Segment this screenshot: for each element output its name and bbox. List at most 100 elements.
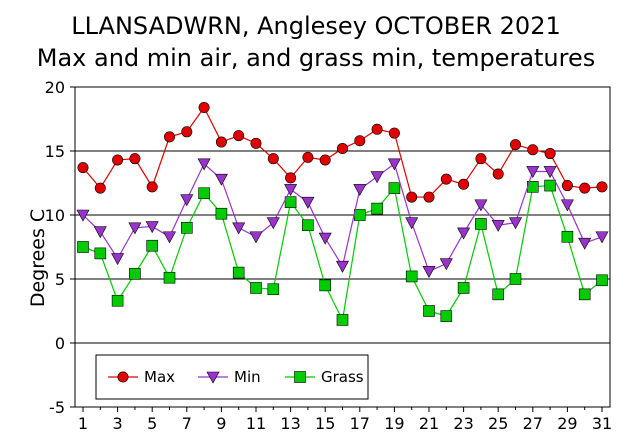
min-point [162,231,177,244]
grass-point [353,209,366,221]
x-axis-ticks: 1 3 5 7 9 11 13 15 17 19 21 23 25 27 29 31 [78,407,612,433]
x-tick-label: 13 [280,414,300,433]
max-point [561,180,573,192]
chart-title: LLANSADWRN, Anglesey OCTOBER 2021 [71,12,560,40]
max-point [77,162,89,174]
min-point [128,222,142,235]
grass-point [215,207,228,220]
max-point [423,191,435,203]
x-tick-label: 7 [182,414,192,433]
min-point [578,237,592,250]
grass-point [94,247,107,260]
x-tick-label: 1 [78,414,88,433]
series-min [76,158,609,278]
grass-point [423,305,435,317]
legend: Max Min Grass [95,354,369,400]
min-point [422,266,436,278]
x-tick-label: 9 [216,414,226,433]
min-point [145,221,159,234]
max-point [475,153,487,165]
max-point [94,182,106,194]
max-point [198,101,210,113]
min-point [474,199,488,212]
max-point [233,130,245,142]
min-point [335,260,350,273]
x-tick-label: 29 [557,414,577,433]
max-point [319,154,331,166]
max-point [181,126,193,138]
grass-point [457,282,470,294]
max-point [579,182,591,194]
max-point [406,191,418,203]
grass-point [111,294,124,307]
x-tick-label: 19 [384,414,404,433]
grass-point [129,268,141,280]
max-point [267,153,279,165]
grass-point [319,279,332,292]
min-point [93,226,107,239]
max-point [492,168,504,180]
max-point [354,135,366,147]
x-tick-label: 23 [453,414,473,433]
y-axis-label: Degrees C [27,209,49,307]
legend-item-max: Max [108,368,175,386]
max-point [250,137,262,149]
min-point [595,231,609,244]
min-point [560,199,574,212]
series-line-min [82,162,603,273]
legend-item-min: Min [198,368,261,386]
legend-label: Min [234,368,261,386]
x-tick-label: 31 [592,414,612,433]
x-tick-label: 11 [246,414,266,433]
y-tick-label: 10 [45,206,65,225]
max-point [458,178,470,190]
legend-marker [117,371,129,383]
min-point [405,217,419,230]
min-point [387,158,401,171]
min-point [232,222,246,235]
legend-box [95,354,369,400]
max-point [596,181,608,193]
y-tick-label: 0 [55,334,65,353]
x-tick-label: 15 [315,414,335,433]
grass-point [544,179,556,192]
y-axis-ticks: -5 0 5 10 15 20 [45,78,75,417]
max-point [112,154,124,166]
x-tick-label: 25 [488,414,508,433]
min-point [76,209,90,222]
grass-point [440,310,453,322]
max-point [336,142,348,154]
grass-point [578,288,591,301]
grass-point [405,270,418,283]
min-point [508,217,523,230]
min-point [439,258,453,271]
x-tick-label: 3 [113,414,123,433]
grass-point [475,218,487,230]
min-point [353,184,367,197]
max-point [509,139,521,151]
legend-label: Grass [321,368,364,386]
min-point [301,196,315,209]
y-tick-label: 5 [55,270,65,289]
max-point [440,173,452,185]
max-point [371,123,383,135]
grass-point [232,266,245,279]
legend-label: Max [144,368,175,386]
max-point [215,136,227,148]
grass-point [336,314,349,326]
legend-marker [206,371,220,384]
grass-point [492,288,505,301]
max-point [129,153,141,165]
y-tick-label: -5 [49,398,65,417]
grass-point [250,282,262,294]
grass-point [267,283,280,296]
min-point [457,227,471,240]
grass-point [302,219,314,232]
chart-subtitle: Max and min air, and grass min, temperat… [37,44,596,72]
legend-marker [294,371,306,383]
min-point [111,253,125,266]
legend-item-grass: Grass [285,368,364,386]
min-point [543,166,557,179]
grass-point [561,230,574,243]
